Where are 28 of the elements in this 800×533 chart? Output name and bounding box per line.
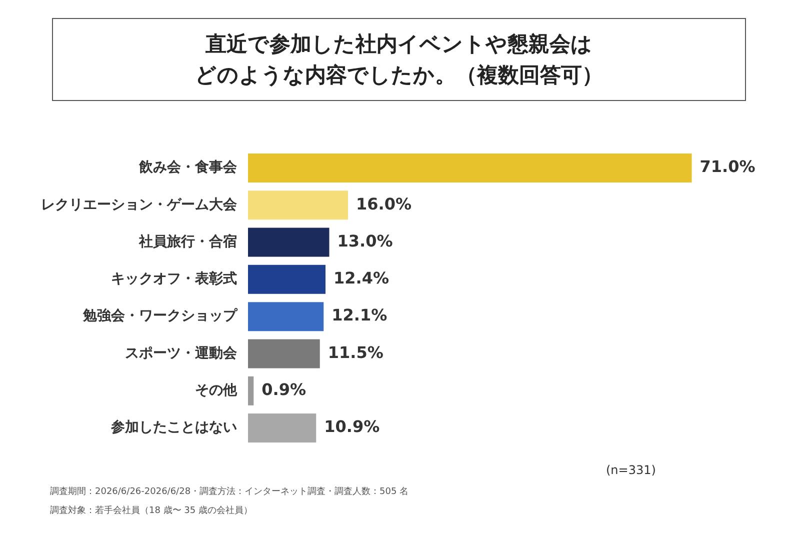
data-label: 12.4% [334, 268, 390, 288]
data-label: 0.9% [262, 380, 306, 400]
y-tick-label: 参加したことはない [110, 418, 237, 436]
bar [248, 302, 324, 332]
text: (n=331) [606, 463, 656, 477]
data-label: 10.9% [324, 417, 380, 436]
bar [248, 376, 254, 406]
text: 調査対象：若手会社員（18 歳〜 35 歳の会社員） [50, 504, 254, 518]
chart-title: 直近で参加した社内イベントや懇親会はどのような内容でしたか。（複数回答可） [52, 18, 746, 101]
y-tick-label: 勉強会・ワークショップ [82, 307, 238, 324]
y-tick-label: スポーツ・運動会 [125, 345, 238, 362]
data-label: 11.5% [328, 342, 384, 362]
text: 調査期間：2026/6/26-2026/6/28・調査方法：インターネット調査・調査人数：505 名 [50, 486, 409, 499]
bar [248, 153, 692, 182]
data-label: 12.1% [332, 306, 388, 325]
data-label: 16.0% [356, 194, 412, 214]
bar [248, 228, 330, 257]
data-label: 13.0% [337, 231, 393, 250]
y-tick-label: キックオフ・表彰式 [111, 270, 237, 288]
bar [248, 264, 326, 294]
y-tick-label: その他 [195, 382, 238, 399]
data-label: 71.0% [700, 157, 756, 176]
bar [248, 339, 320, 368]
y-tick-label: レクリエーション・ゲーム大会 [41, 196, 238, 213]
bar [248, 414, 316, 443]
bar [248, 190, 348, 220]
y-tick-label: 社員旅行・合宿 [138, 232, 237, 250]
y-tick-label: 飲み会・食事会 [138, 160, 238, 176]
